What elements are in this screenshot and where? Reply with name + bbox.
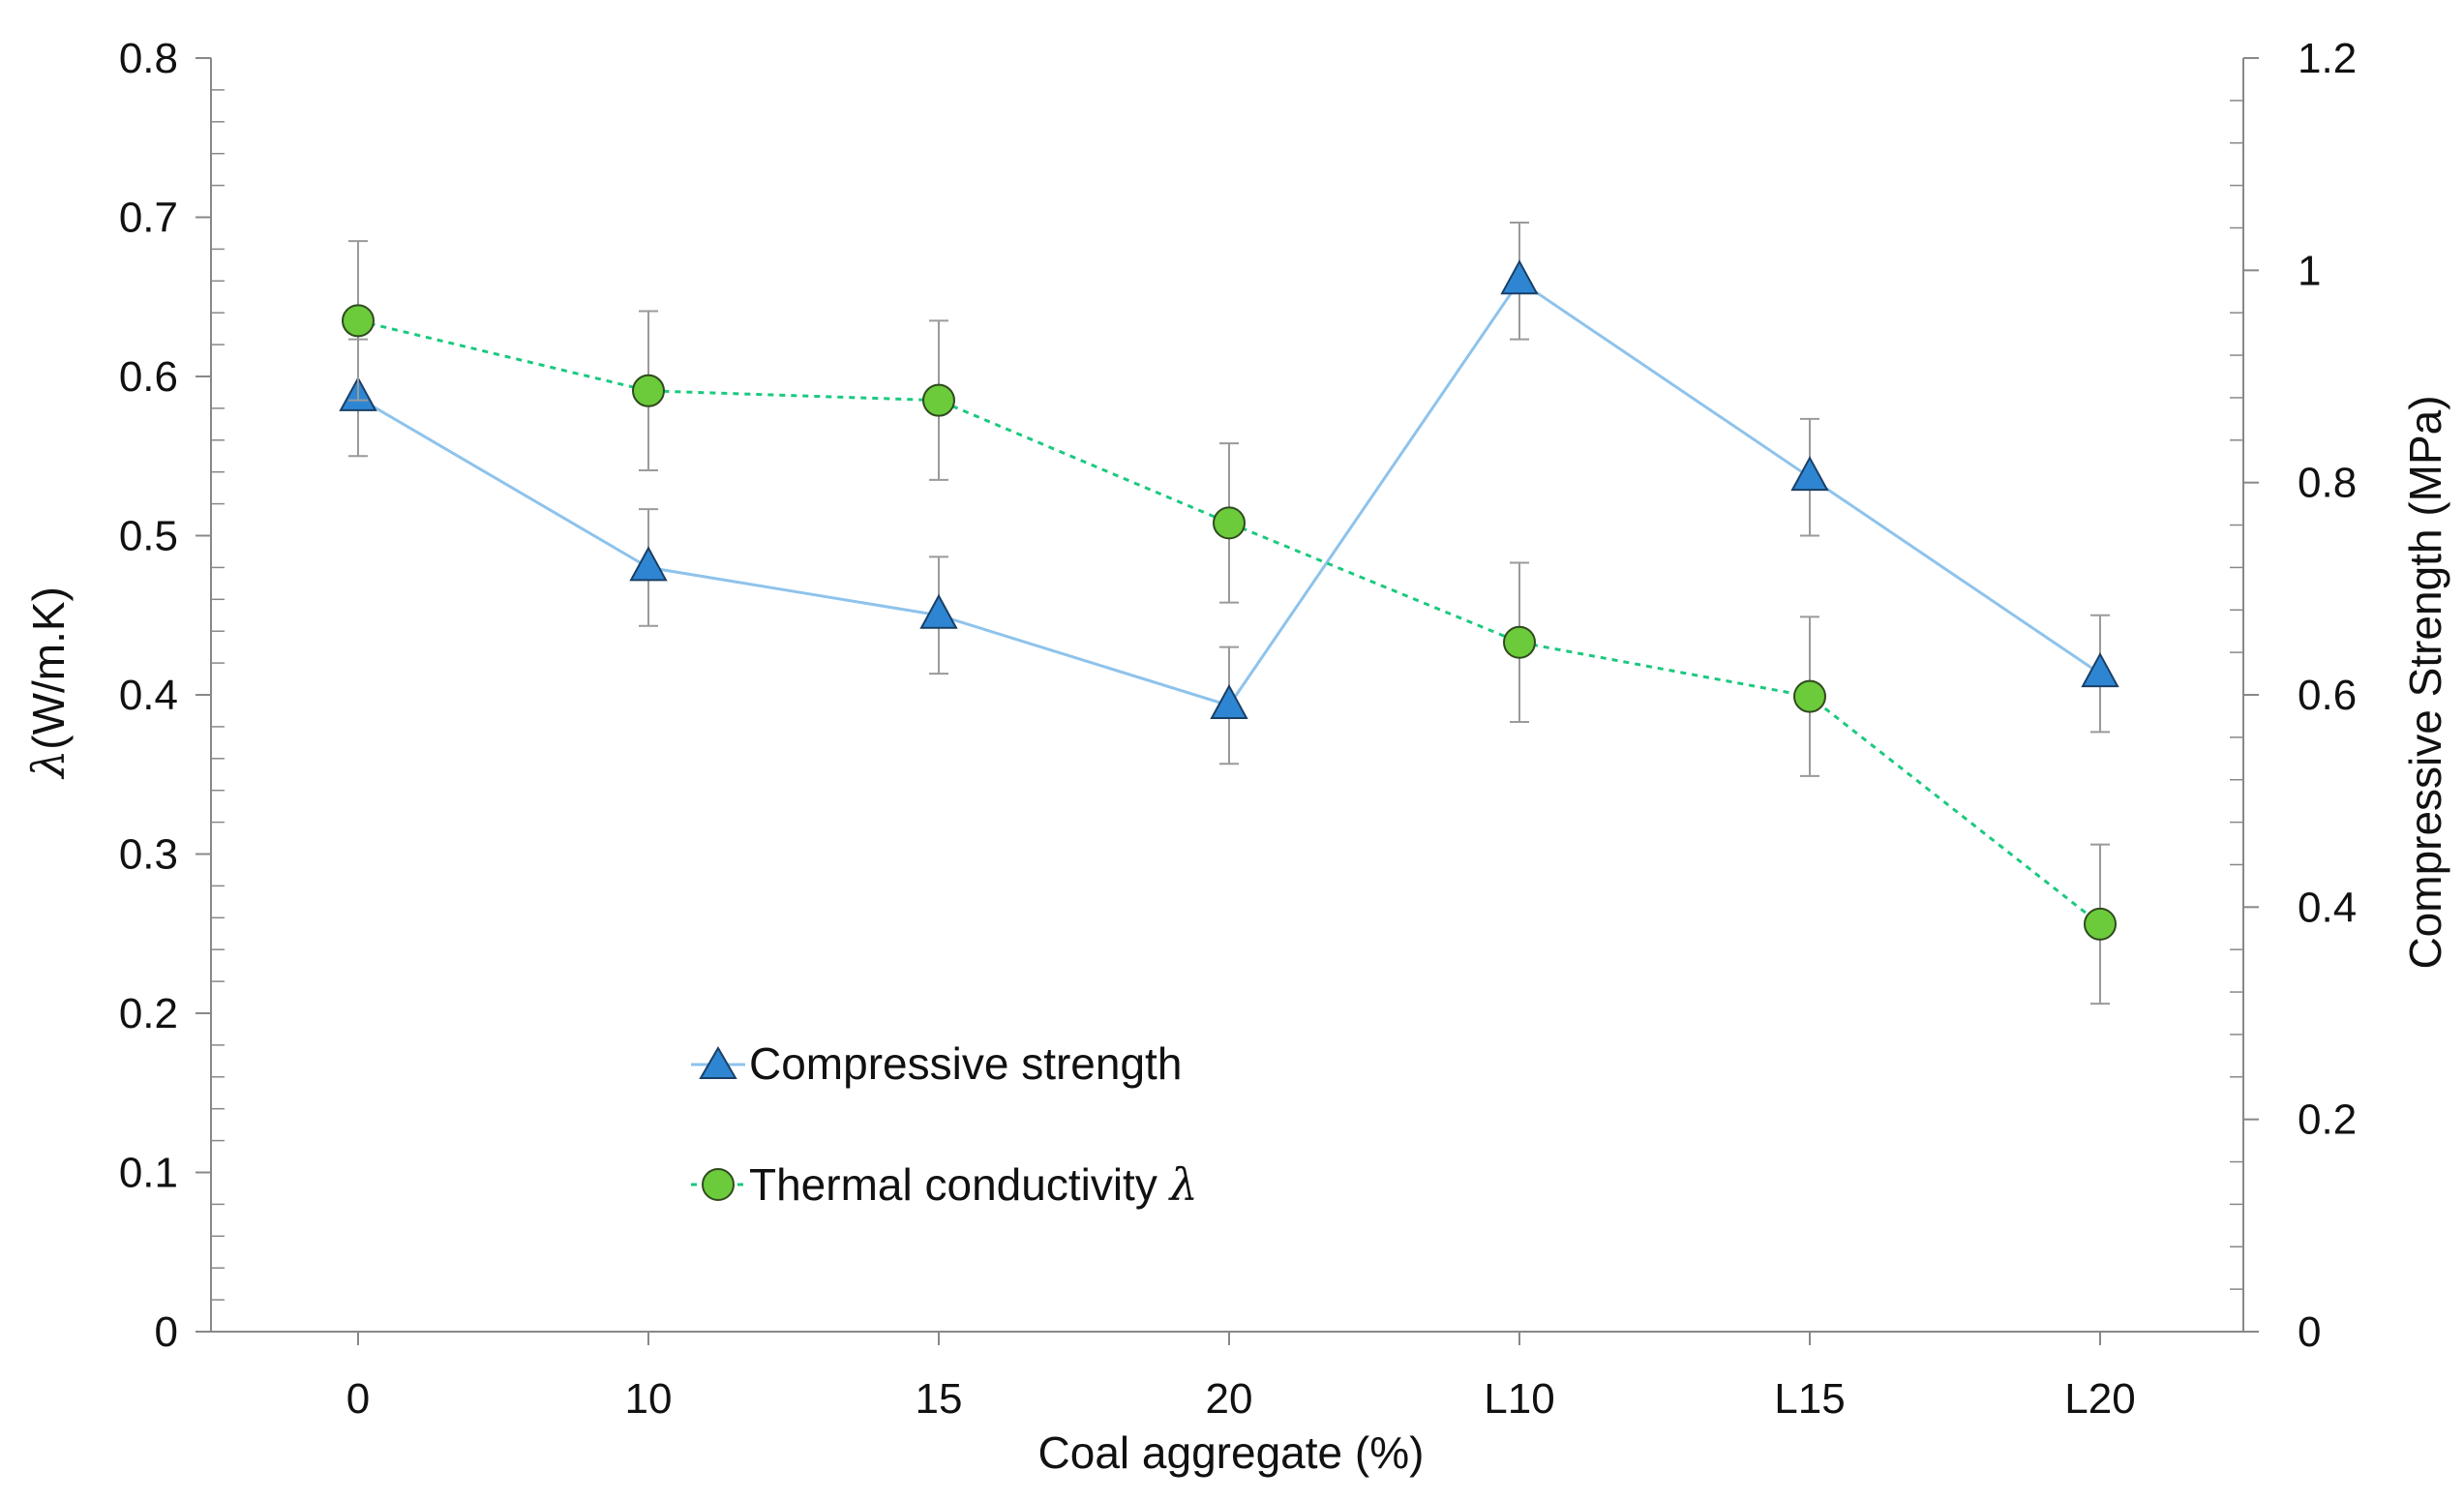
- legend-item-thermal-conductivity: Thermal conductivity λ: [691, 1158, 1198, 1211]
- compressive-strength-point: [629, 546, 668, 582]
- compressive-strength-point: [2081, 651, 2119, 688]
- legend-marker-circle: [702, 1168, 735, 1201]
- legend-marker-triangle: [699, 1046, 737, 1079]
- x-tick-label: L15: [1774, 1375, 1845, 1423]
- x-tick-label: L10: [1484, 1375, 1554, 1423]
- y2-tick-label: 1: [2298, 247, 2321, 294]
- plot-frame: 0 0.1 0.2 0.3 0.4 0.5 0.6 0.7 0.8 0 0.2 0.4 0.6 0.8 1 1…: [119, 35, 2357, 1423]
- x-tick-label: L20: [2064, 1375, 2135, 1423]
- y2-axis-title: Compressive Strength (MPa): [2400, 395, 2450, 969]
- y-tick-label: 0: [155, 1308, 178, 1356]
- y-tick-label: 0.6: [119, 353, 178, 401]
- thermal-conductivity-point: [2084, 907, 2117, 941]
- legend-label-thermal: Thermal conductivity λ: [749, 1158, 1198, 1211]
- x-tick-label: 15: [916, 1375, 963, 1423]
- y-axis-title-unit: (W/m.K): [23, 586, 74, 750]
- thermal-conductivity-point: [1503, 625, 1536, 659]
- y2-tick-label: 1.2: [2298, 35, 2357, 82]
- y-tick-label: 0.2: [119, 990, 178, 1037]
- y-tick-label: 0.7: [119, 195, 178, 242]
- legend-label-thermal-text: Thermal conductivity: [749, 1159, 1157, 1210]
- thermal-conductivity-point: [342, 304, 375, 338]
- thermal-conductivity-line: [357, 318, 2101, 926]
- thermal-conductivity-point: [1793, 679, 1826, 713]
- y-tick-label: 0.3: [119, 831, 178, 879]
- compressive-strength-point: [1210, 683, 1248, 719]
- y-axis-title-symbol: λ: [22, 750, 75, 780]
- compressive-strength-point: [1500, 259, 1539, 295]
- y-tick-label: 0.5: [119, 513, 178, 560]
- y-tick-label: 0.1: [119, 1150, 178, 1197]
- x-axis-title: Coal aggregate (%): [1038, 1427, 1425, 1478]
- compressive-strength-point: [1790, 456, 1829, 492]
- x-tick-label: 20: [1206, 1375, 1253, 1423]
- legend-label-compressive: Compressive strength: [749, 1038, 1182, 1089]
- thermal-conductivity-point: [922, 383, 955, 417]
- y2-tick-label: 0.6: [2298, 672, 2357, 719]
- thermal-conductivity-point: [1213, 506, 1246, 540]
- y2-tick-label: 0.4: [2298, 884, 2357, 931]
- legend-label-thermal-symbol: λ: [1168, 1158, 1198, 1211]
- thermal-conductivity-point: [632, 374, 665, 407]
- compressive-strength-point: [919, 593, 958, 629]
- y-tick-label: 0.4: [119, 672, 178, 719]
- y2-tick-label: 0: [2298, 1308, 2321, 1356]
- x-tick-label: 0: [346, 1375, 370, 1423]
- x-tick-label: 10: [625, 1375, 673, 1423]
- y2-tick-label: 0.2: [2298, 1096, 2357, 1144]
- y-tick-label: 0.8: [119, 35, 178, 82]
- y-axis-title: λ(W/m.K): [22, 586, 75, 780]
- legend-item-compressive-strength: Compressive strength: [691, 1038, 1182, 1089]
- y2-tick-label: 0.8: [2298, 460, 2357, 507]
- legend: Compressive strength Thermal conductivit…: [691, 1038, 1198, 1211]
- series-layer: [339, 221, 2119, 1006]
